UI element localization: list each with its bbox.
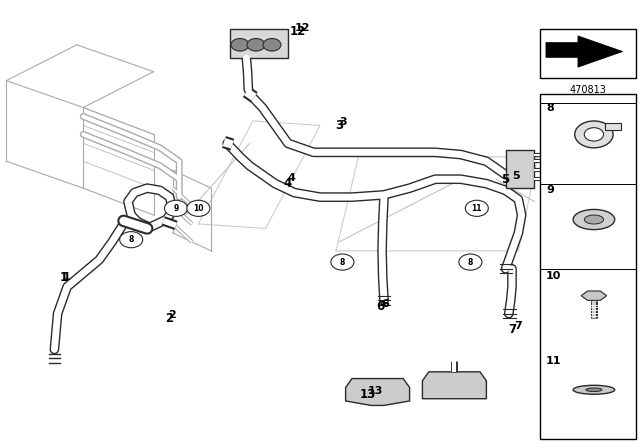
Polygon shape <box>546 36 623 67</box>
Bar <box>230 29 288 58</box>
Bar <box>540 29 636 78</box>
Text: 8: 8 <box>546 103 554 112</box>
Bar <box>506 150 534 188</box>
Circle shape <box>164 200 188 216</box>
Text: 5: 5 <box>512 171 520 181</box>
Text: 10: 10 <box>193 204 204 213</box>
Text: 9: 9 <box>173 204 179 213</box>
Bar <box>605 123 621 130</box>
Circle shape <box>120 232 143 248</box>
Text: 7: 7 <box>508 323 516 336</box>
Text: 7: 7 <box>514 321 522 331</box>
Text: 8: 8 <box>468 258 473 267</box>
Circle shape <box>263 39 281 51</box>
Text: 3: 3 <box>339 117 347 127</box>
Circle shape <box>331 254 354 270</box>
Text: 4: 4 <box>288 173 296 183</box>
Text: 1: 1 <box>60 271 68 284</box>
Circle shape <box>459 254 482 270</box>
Text: 3: 3 <box>335 119 343 132</box>
Ellipse shape <box>573 385 614 394</box>
Text: 13: 13 <box>367 386 383 396</box>
Circle shape <box>247 39 265 51</box>
Text: 4: 4 <box>284 177 292 190</box>
Text: 12: 12 <box>289 25 306 38</box>
Text: 6: 6 <box>381 299 388 309</box>
Ellipse shape <box>573 209 614 229</box>
Polygon shape <box>422 372 486 399</box>
Polygon shape <box>581 291 607 300</box>
Text: 10: 10 <box>546 271 561 280</box>
Circle shape <box>187 200 210 216</box>
Text: 11: 11 <box>546 356 561 366</box>
Text: 2: 2 <box>168 310 176 320</box>
Text: 12: 12 <box>294 23 310 33</box>
Circle shape <box>584 128 604 141</box>
Text: 13: 13 <box>360 388 376 401</box>
Ellipse shape <box>586 388 602 392</box>
Circle shape <box>231 39 249 51</box>
Text: 2: 2 <box>166 311 173 325</box>
Circle shape <box>465 200 488 216</box>
Polygon shape <box>346 379 410 405</box>
Ellipse shape <box>584 215 604 224</box>
Text: 5: 5 <box>502 172 509 186</box>
Text: 9: 9 <box>546 185 554 195</box>
Text: 1: 1 <box>63 272 70 282</box>
Bar <box>540 94 636 439</box>
Text: 11: 11 <box>472 204 482 213</box>
Text: 8: 8 <box>340 258 345 267</box>
Text: 470813: 470813 <box>569 85 606 95</box>
Text: 6: 6 <box>377 300 385 314</box>
Text: 8: 8 <box>129 235 134 244</box>
Circle shape <box>575 121 613 148</box>
